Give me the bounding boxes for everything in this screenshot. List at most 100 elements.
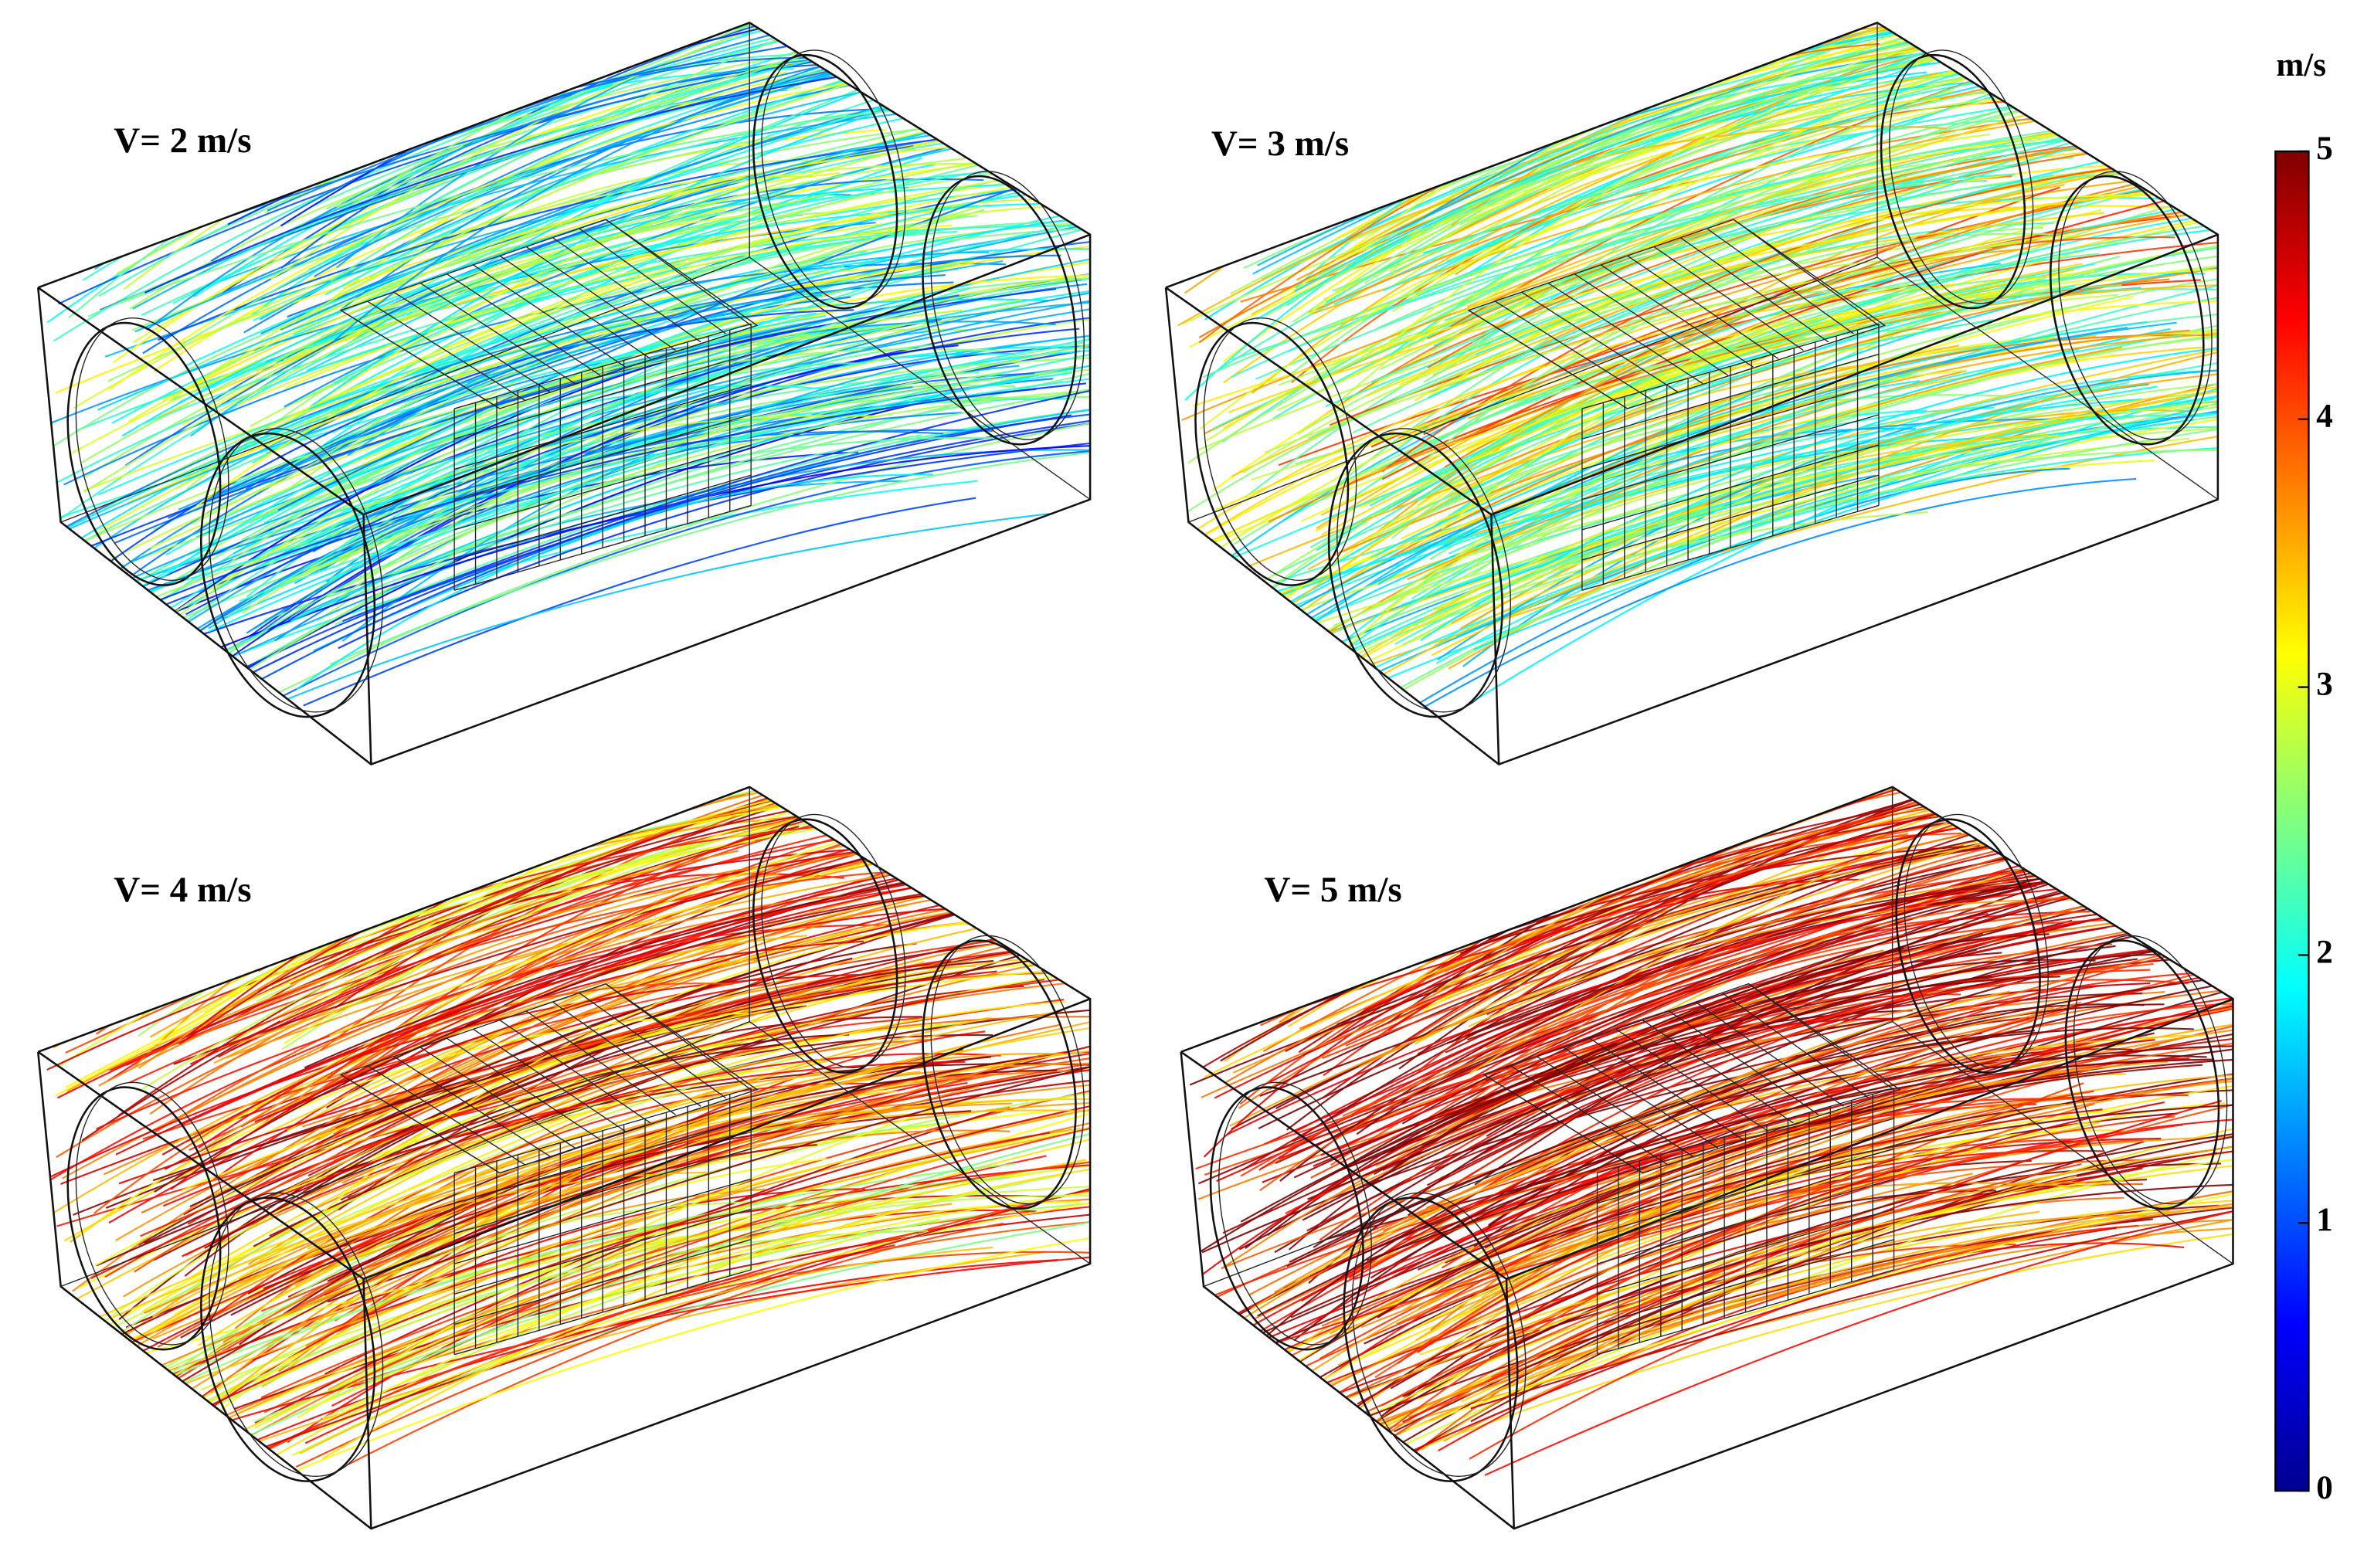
streamline: [1360, 1227, 2117, 1475]
panel: [1180, 786, 2234, 1530]
streamline: [1393, 409, 2218, 637]
lattice: [1589, 1037, 1744, 1141]
lattice: [1597, 1178, 1894, 1264]
streamline: [131, 1176, 1010, 1409]
streamline: [1419, 477, 2137, 711]
streamline: [337, 303, 1029, 600]
streamline: [262, 445, 1091, 708]
streamline: [1309, 46, 1948, 314]
streamline: [149, 1159, 1087, 1476]
streamline: [239, 449, 1091, 654]
streamline: [1231, 1218, 2153, 1472]
streamline: [1262, 326, 2128, 643]
lattice: [1597, 1118, 1894, 1204]
streamline: [1266, 786, 2046, 968]
streamline: [296, 473, 933, 691]
lattice: [453, 1269, 752, 1356]
streamline: [165, 361, 865, 636]
streamline: [1329, 1212, 2233, 1447]
streamline: [271, 1021, 1091, 1301]
streamline: [154, 883, 1010, 1193]
cylinder-end: [2050, 175, 2205, 446]
streamline: [1306, 459, 2155, 693]
lattice: [446, 273, 601, 376]
lattice: [1679, 237, 1829, 343]
streamline: [326, 786, 1091, 1004]
streamline: [307, 1190, 1091, 1410]
cylinder-end: [1351, 1192, 1527, 1477]
streamline: [46, 973, 863, 1179]
streamline: [1389, 786, 2192, 934]
box-edge: [1490, 514, 1500, 765]
streamline: [342, 375, 1091, 623]
cylinder-end: [1194, 321, 1350, 586]
lattice: [1597, 1269, 1894, 1356]
streamline: [327, 856, 1091, 1148]
streamline: [1339, 786, 2233, 935]
streamline: [299, 1246, 993, 1454]
lattice: [552, 1001, 701, 1107]
cylinder-end: [930, 171, 1085, 440]
streamline: [93, 1035, 778, 1329]
box-edge: [362, 514, 372, 765]
streamlines: [46, 22, 1091, 708]
streamline: [1437, 368, 2218, 661]
streamline: [1246, 1064, 2203, 1396]
streamline: [88, 1109, 1058, 1357]
streamline: [1231, 173, 2016, 378]
streamline: [111, 314, 860, 636]
streamline: [80, 1134, 1061, 1426]
streamline: [200, 414, 1072, 701]
streamline: [227, 786, 1014, 998]
streamline: [304, 1198, 1091, 1444]
streamline: [1202, 385, 2158, 615]
lattice: [453, 1239, 752, 1325]
streamline: [1364, 375, 2218, 686]
streamline: [294, 1053, 1065, 1287]
streamline: [1189, 1210, 2040, 1468]
panel: [37, 786, 1092, 1530]
streamline: [1282, 984, 2216, 1289]
lattice: [419, 1047, 576, 1149]
streamline: [155, 1132, 1051, 1433]
streamline: [1473, 1003, 2165, 1247]
streamline: [230, 786, 1091, 1051]
streamline: [329, 832, 1091, 1069]
streamline: [1228, 212, 2104, 413]
streamline: [1199, 150, 1850, 430]
streamline: [219, 1194, 1091, 1405]
lattice: [1574, 273, 1729, 376]
streamline: [1413, 175, 2218, 449]
streamline: [107, 118, 1027, 382]
cylinder-end: [209, 1192, 384, 1477]
lattice: [1601, 264, 1754, 368]
lattice: [1581, 474, 1880, 561]
box-edge: [1505, 1278, 1516, 1529]
cylinder-end: [761, 813, 906, 1069]
streamline: [235, 1083, 1091, 1416]
streamline: [1366, 1054, 2233, 1261]
streamline: [270, 22, 1056, 280]
streamline: [327, 22, 1091, 175]
streamline: [118, 809, 847, 1117]
streamline: [1404, 137, 2218, 455]
colorbar: [2274, 150, 2310, 1492]
streamline: [1486, 786, 2233, 1048]
streamline: [1231, 848, 2058, 1130]
streamline: [53, 214, 803, 525]
streamline: [1444, 63, 2218, 321]
lattice: [1581, 384, 1880, 470]
lattice: [579, 992, 727, 1099]
streamline: [281, 22, 1091, 329]
streamline: [1469, 786, 2163, 1074]
lattice: [1597, 1148, 1894, 1234]
streamline: [1241, 874, 2045, 1171]
streamline: [274, 141, 1091, 361]
lattice: [340, 310, 501, 409]
streamline: [1417, 1149, 2104, 1353]
lattice: [453, 474, 752, 561]
streamline: [140, 978, 1065, 1237]
lattice: [453, 384, 752, 470]
lattice: [453, 1088, 752, 1174]
streamline: [1468, 849, 2233, 1119]
